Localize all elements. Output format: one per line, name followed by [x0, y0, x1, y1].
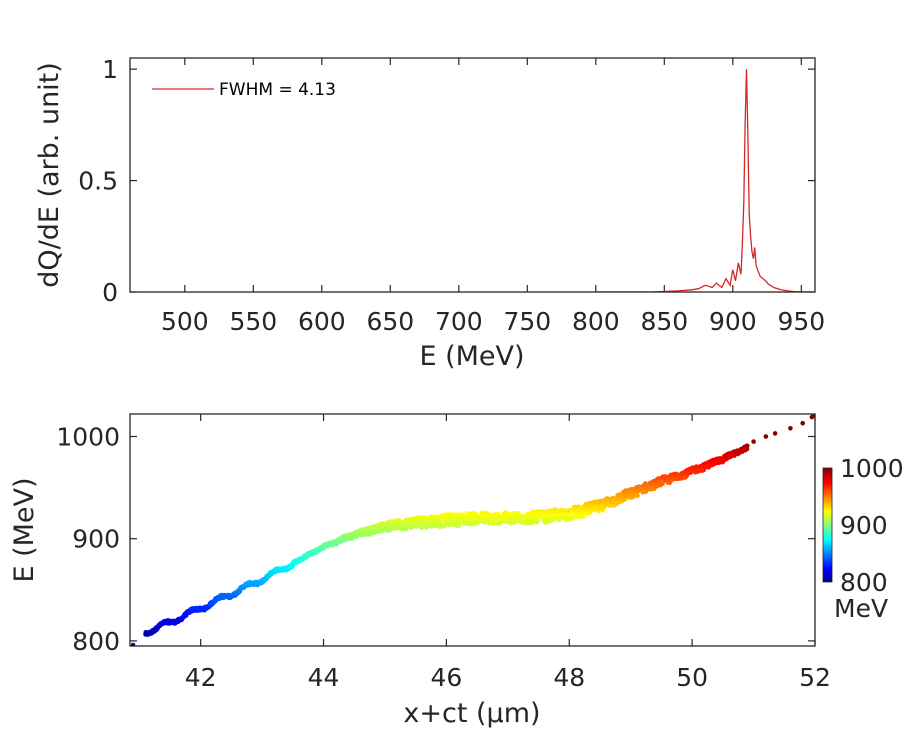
spectrum-x-tick-label: 600: [298, 307, 346, 336]
spectrum-plot-area: [130, 58, 815, 292]
spectrum-series-line: [595, 69, 815, 292]
scatter-point: [599, 498, 604, 504]
colorbar-gradient: [822, 467, 833, 583]
phase-space-x-tick-label: 42: [185, 663, 217, 692]
scatter-point: [456, 523, 462, 528]
scatter-point: [772, 431, 778, 436]
phase-space-x-axis-title: x+ct (μm): [403, 698, 540, 729]
spectrum-x-tick-label: 500: [161, 307, 209, 336]
phase-space-y-tick-label: 1000: [56, 422, 120, 451]
spectrum-x-tick-label: 950: [777, 307, 825, 336]
spectrum-x-tick-label: 650: [366, 307, 414, 336]
spectrum-x-tick-label: 900: [709, 307, 757, 336]
scatter-point: [528, 520, 534, 526]
spectrum-y-tick-label: 0.5: [78, 167, 118, 196]
phase-space-y-tick-label: 800: [72, 627, 120, 656]
spectrum-y-tick-labels: 00.51: [78, 55, 118, 307]
spectrum-x-tick-label: 800: [572, 307, 620, 336]
phase-space-x-tick-labels: 42 44 46 48 50 52: [185, 663, 831, 692]
spectrum-x-tick-label: 750: [503, 307, 551, 336]
scatter-point: [130, 642, 136, 646]
phase-space-x-tick-label: 52: [799, 663, 831, 692]
colorbar-unit: MeV: [834, 594, 888, 623]
colorbar-tick-label: 900: [840, 511, 888, 540]
phase-space-axes-box: [129, 413, 816, 647]
phase-space-y-tick-label: 900: [72, 525, 120, 554]
scatter-point: [788, 426, 793, 431]
scatter-point: [751, 439, 756, 444]
phase-space-x-tick-label: 48: [553, 663, 585, 692]
scatter-point: [763, 434, 769, 439]
colorbar-tick-label: 1000: [840, 454, 902, 483]
spectrum-legend: FWHM = 4.13: [152, 80, 336, 100]
scatter-point: [667, 479, 673, 485]
scatter-point: [660, 481, 665, 486]
spectrum-y-tick-label: 1: [102, 55, 118, 84]
spectrum-y-axis-title: dQ/dE (arb. unit): [34, 62, 65, 288]
colorbar-tick-labels: 800 900 1000: [840, 454, 902, 597]
scatter-point: [491, 520, 496, 526]
colorbar: 800 900 1000 MeV: [822, 454, 902, 623]
scatter-point: [800, 420, 805, 426]
scatter-point: [404, 526, 409, 532]
spectrum-x-tick-labels: 500 550 600 650 700 750 800 850 900 950: [161, 307, 825, 336]
phase-space-panel: 42 44 46 48 50 52 800 900 1000 x+ct (μm) E (MeV…: [9, 413, 902, 729]
spectrum-x-tick-label: 550: [229, 307, 277, 336]
spectrum-y-tick-label: 0: [102, 278, 118, 307]
scatter-point: [512, 520, 517, 525]
scatter-point: [745, 443, 750, 449]
scatter-point: [495, 511, 501, 517]
phase-space-x-tick-label: 46: [430, 663, 462, 692]
phase-space-x-tick-label: 44: [308, 663, 340, 692]
scatter-point: [635, 493, 640, 498]
phase-space-x-tick-label: 50: [676, 663, 708, 692]
phase-space-y-tick-labels: 800 900 1000: [56, 422, 120, 655]
spectrum-x-axis-title: E (MeV): [419, 341, 524, 372]
legend-label: FWHM = 4.13: [219, 80, 336, 100]
phase-space-y-axis-title: E (MeV): [9, 477, 40, 582]
spectrum-panel: 500 550 600 650 700 750 800 850 900 950 00.51 E (…: [34, 55, 825, 372]
spectrum-axes-box: [129, 57, 816, 293]
phase-space-plot-area: [130, 414, 815, 646]
spectrum-x-tick-label: 850: [640, 307, 688, 336]
phase-space-scatter: [130, 414, 815, 646]
spectrum-x-tick-label: 700: [435, 307, 483, 336]
colorbar-tick-label: 800: [840, 568, 888, 597]
